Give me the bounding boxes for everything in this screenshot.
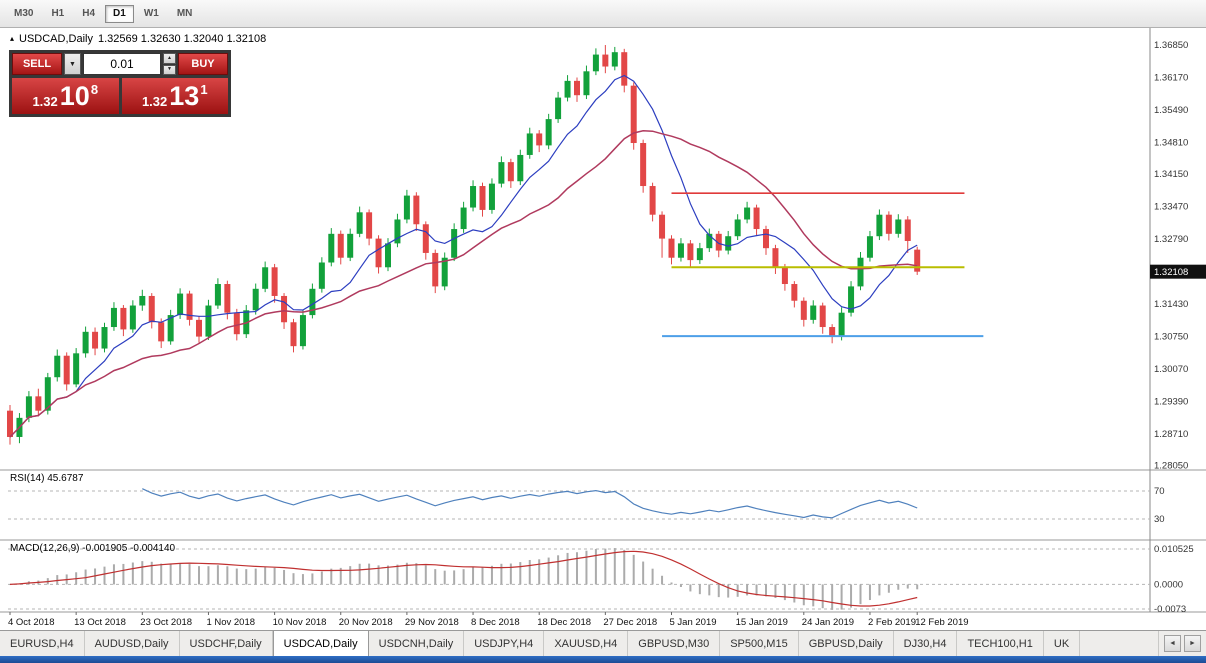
chart-title: ▴ USDCAD,Daily 1.32569 1.32630 1.32040 1… xyxy=(10,33,266,45)
macd-indicator-label: MACD(12,26,9) -0.001905 -0.004140 xyxy=(10,543,176,554)
rsi-indicator-label: RSI(14) 45.6787 xyxy=(10,473,84,484)
buy-price-prefix: 1.32 xyxy=(141,94,168,109)
tab-scroll-left-icon[interactable]: ◄ xyxy=(1164,635,1181,652)
volume-increase-button[interactable]: ▲ xyxy=(163,53,176,64)
timeframe-button-mn[interactable]: MN xyxy=(169,5,201,23)
svg-text:1.33470: 1.33470 xyxy=(1154,202,1188,213)
svg-text:15 Jan 2019: 15 Jan 2019 xyxy=(736,617,788,628)
buy-price-sup: 1 xyxy=(200,82,208,97)
svg-text:1.34810: 1.34810 xyxy=(1154,138,1188,149)
sell-price-prefix: 1.32 xyxy=(32,94,58,109)
svg-text:1.36170: 1.36170 xyxy=(1154,73,1188,84)
volume-input[interactable] xyxy=(83,53,161,75)
chart-tab-tech100-h1[interactable]: TECH100,H1 xyxy=(957,631,1044,656)
svg-text:27 Dec 2018: 27 Dec 2018 xyxy=(603,617,657,628)
timeframe-button-m30[interactable]: M30 xyxy=(6,5,41,23)
svg-text:1 Nov 2018: 1 Nov 2018 xyxy=(206,617,255,628)
svg-text:0.0000: 0.0000 xyxy=(1154,579,1183,590)
chart-tab-sp500-m15[interactable]: SP500,M15 xyxy=(720,631,799,656)
svg-text:1.35490: 1.35490 xyxy=(1154,105,1188,116)
svg-text:1.32108: 1.32108 xyxy=(1154,267,1188,278)
svg-text:13 Oct 2018: 13 Oct 2018 xyxy=(74,617,126,628)
chart-tab-xauusd-h4[interactable]: XAUUSD,H4 xyxy=(544,631,629,656)
chart-tab-dj30-h4[interactable]: DJ30,H4 xyxy=(894,631,958,656)
tab-scroll-arrows: ◄ ► xyxy=(1158,631,1206,656)
chart-tabs: EURUSD,H4 AUDUSD,Daily USDCHF,Daily USDCAD,… xyxy=(0,630,1206,656)
sell-button[interactable]: SELL xyxy=(12,53,62,75)
svg-text:18 Dec 2018: 18 Dec 2018 xyxy=(537,617,591,628)
sell-price-main: 10 xyxy=(59,80,90,111)
svg-text:2 Feb 2019: 2 Feb 2019 xyxy=(868,617,916,628)
svg-text:70: 70 xyxy=(1154,486,1165,497)
svg-text:1.34150: 1.34150 xyxy=(1154,169,1188,180)
buy-price-main: 13 xyxy=(169,80,200,111)
timeframe-button-h1[interactable]: H1 xyxy=(43,5,72,23)
svg-text:1.30070: 1.30070 xyxy=(1154,364,1188,375)
timeframe-button-d1[interactable]: D1 xyxy=(105,4,134,23)
chart-tab-usdchf-daily[interactable]: USDCHF,Daily xyxy=(180,631,273,656)
volume-stepper: ▲ ▼ xyxy=(163,53,176,75)
svg-text:0.010525: 0.010525 xyxy=(1154,544,1194,555)
window-bottom-edge xyxy=(0,656,1206,663)
svg-text:30: 30 xyxy=(1154,514,1165,525)
svg-text:1.36850: 1.36850 xyxy=(1154,40,1188,51)
chart-tab-audusd-daily[interactable]: AUDUSD,Daily xyxy=(85,631,180,656)
chart-symbol-label: USDCAD,Daily xyxy=(19,33,93,45)
one-click-trading-panel: SELL ▼ ▲ ▼ BUY 1.32 10 8 1.32 13 1 xyxy=(9,50,231,117)
svg-text:20 Nov 2018: 20 Nov 2018 xyxy=(339,617,393,628)
chart-tab-eurusd-h4[interactable]: EURUSD,H4 xyxy=(0,631,85,656)
symbol-marker-icon: ▴ xyxy=(10,34,15,43)
volume-decrease-button[interactable]: ▼ xyxy=(163,64,176,75)
chart-tab-uk[interactable]: UK xyxy=(1044,631,1081,656)
volume-dropdown-button[interactable]: ▼ xyxy=(64,53,81,75)
svg-text:23 Oct 2018: 23 Oct 2018 xyxy=(140,617,192,628)
price-chart-canvas[interactable]: 1.36850 1.36170 1.35490 1.34810 1.34150 1.334… xyxy=(0,28,1206,630)
svg-text:24 Jan 2019: 24 Jan 2019 xyxy=(802,617,854,628)
svg-text:4 Oct 2018: 4 Oct 2018 xyxy=(8,617,54,628)
sell-price-sup: 8 xyxy=(90,82,99,97)
svg-text:12 Feb 2019: 12 Feb 2019 xyxy=(915,617,968,628)
timeframe-toolbar: M30 H1 H4 D1 W1 MN xyxy=(0,0,1206,28)
chart-tab-gbpusd-daily[interactable]: GBPUSD,Daily xyxy=(799,631,894,656)
chart-tab-usdcnh-daily[interactable]: USDCNH,Daily xyxy=(369,631,465,656)
svg-text:29 Nov 2018: 29 Nov 2018 xyxy=(405,617,459,628)
svg-text:8 Dec 2018: 8 Dec 2018 xyxy=(471,617,520,628)
timeframe-button-h4[interactable]: H4 xyxy=(74,5,103,23)
chart-tab-gbpusd-m30[interactable]: GBPUSD,M30 xyxy=(628,631,721,656)
svg-text:1.29390: 1.29390 xyxy=(1154,397,1188,408)
buy-button[interactable]: BUY xyxy=(178,53,228,75)
timeframe-button-w1[interactable]: W1 xyxy=(136,5,167,23)
buy-price-display[interactable]: 1.32 13 1 xyxy=(121,78,228,114)
tab-scroll-right-icon[interactable]: ► xyxy=(1184,635,1201,652)
svg-text:1.28050: 1.28050 xyxy=(1154,461,1188,472)
chart-ohlc-values: 1.32569 1.32630 1.32040 1.32108 xyxy=(97,33,267,45)
svg-text:-0.0073: -0.0073 xyxy=(1154,604,1186,615)
sell-price-display[interactable]: 1.32 10 8 xyxy=(12,78,119,114)
chart-tab-usdcad-daily[interactable]: USDCAD,Daily xyxy=(272,631,369,656)
svg-text:1.32790: 1.32790 xyxy=(1154,234,1188,245)
chart-tab-usdjpy-h4[interactable]: USDJPY,H4 xyxy=(464,631,545,656)
svg-text:1.31430: 1.31430 xyxy=(1154,299,1188,310)
svg-text:1.30750: 1.30750 xyxy=(1154,332,1188,343)
svg-text:1.28710: 1.28710 xyxy=(1154,429,1188,440)
svg-text:10 Nov 2018: 10 Nov 2018 xyxy=(273,617,327,628)
svg-text:5 Jan 2019: 5 Jan 2019 xyxy=(670,617,717,628)
